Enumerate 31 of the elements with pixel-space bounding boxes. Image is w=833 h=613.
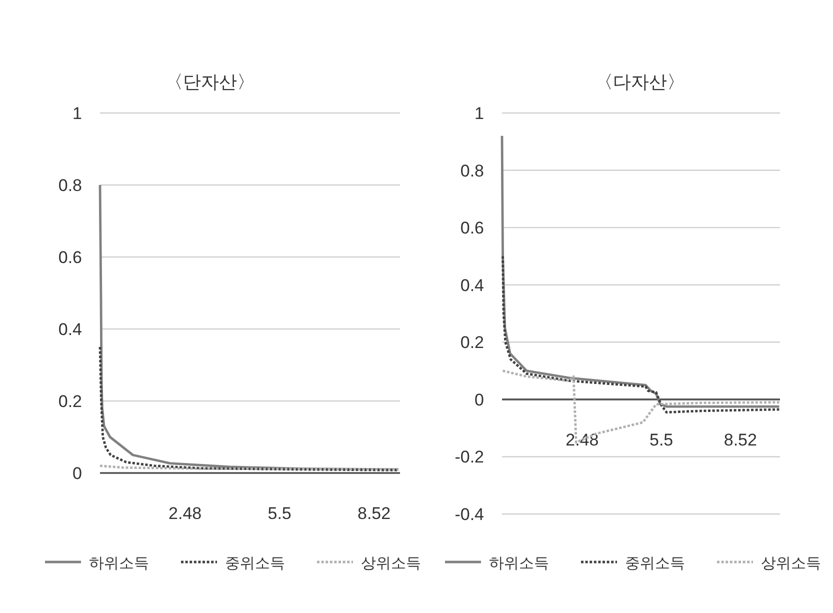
legend-label: 상위소득 [761, 555, 821, 572]
legend-label: 중위소득 [625, 555, 685, 572]
y-tick-label: 1 [72, 104, 82, 123]
x-tick-label: 2.48 [168, 504, 202, 523]
chart-title: 〈단자산〉 [165, 72, 255, 92]
y-tick-label: 0 [474, 390, 484, 410]
y-tick-label: 0.8 [58, 176, 82, 195]
line-series [98, 346, 400, 472]
line-series [502, 370, 780, 444]
x-tick-label: 8.52 [724, 430, 757, 450]
x-tick-label: 5.5 [649, 430, 674, 450]
y-tick-label: -0.4 [454, 505, 484, 524]
y-tick-label: -0.2 [454, 448, 484, 467]
y-tick-label: 0.2 [460, 333, 484, 352]
line-series [500, 134, 780, 408]
y-tick-label: 0 [72, 464, 82, 483]
legend-label: 하위소득 [89, 555, 149, 572]
y-tick-label: 0.4 [460, 276, 484, 295]
legend-label: 중위소득 [225, 555, 285, 572]
chart-title: 〈다자산〉 [595, 72, 685, 92]
legend-label: 상위소득 [361, 555, 421, 572]
legend-label: 하위소득 [489, 555, 549, 572]
y-tick-label: 0.6 [58, 248, 82, 267]
y-tick-label: 0.8 [460, 161, 484, 180]
y-tick-label: 0.2 [58, 392, 82, 411]
x-tick-label: 5.5 [268, 504, 292, 523]
y-tick-label: 1 [474, 104, 484, 123]
y-tick-label: 0.6 [460, 218, 484, 238]
y-tick-label: 0.4 [58, 320, 82, 339]
x-tick-label: 8.52 [357, 504, 391, 523]
line-series [502, 255, 780, 414]
